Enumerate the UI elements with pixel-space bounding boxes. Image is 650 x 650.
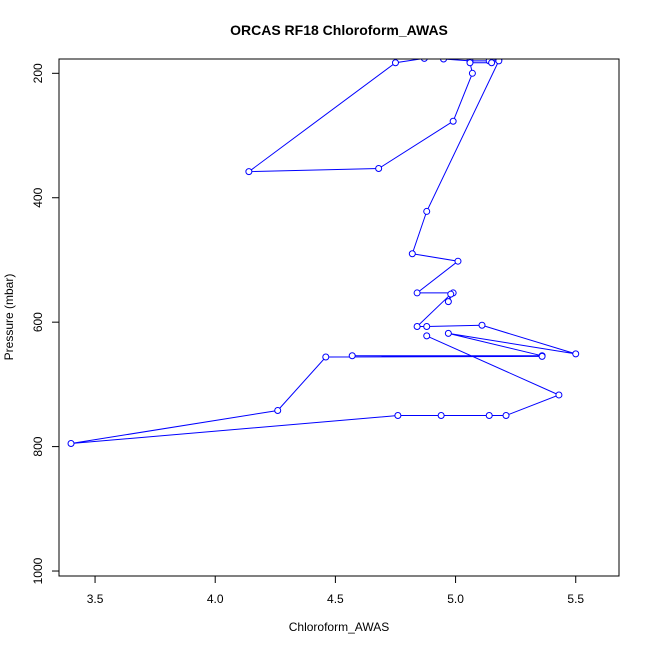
data-point (67, 439, 75, 447)
x-axis: 3.5 4.0 4.5 5.0 5.5 (87, 576, 584, 606)
data-point (478, 321, 486, 329)
data-point (423, 323, 431, 331)
data-point (525, 39, 531, 45)
data-point (495, 59, 503, 65)
data-point (413, 323, 421, 331)
y-tick-label: 200 (31, 63, 45, 83)
x-tick-label: 5.0 (447, 592, 464, 606)
data-point (437, 411, 445, 419)
x-tick-label: 4.0 (207, 592, 224, 606)
data-point (274, 407, 282, 415)
data-point (447, 290, 455, 298)
data-point (413, 289, 421, 297)
data-point (375, 164, 383, 172)
y-tick-label: 1000 (31, 557, 45, 584)
data-point (423, 207, 431, 215)
y-tick-label: 800 (31, 436, 45, 456)
x-tick-label: 5.5 (567, 592, 584, 606)
data-point (245, 168, 253, 176)
y-tick-label: 400 (31, 187, 45, 207)
data-point (423, 332, 431, 340)
data-point (322, 353, 330, 361)
x-tick-label: 3.5 (87, 592, 104, 606)
data-point (485, 411, 493, 419)
data-point (391, 59, 399, 67)
plot-frame (58, 58, 620, 577)
data-point (420, 59, 428, 62)
y-axis-label: Pressure (mbar) (2, 274, 16, 361)
data-point (488, 59, 496, 67)
data-point (466, 59, 474, 67)
series-line (70, 59, 576, 444)
x-axis-label: Chloroform_AWAS (289, 620, 389, 634)
x-tick-label: 4.5 (327, 592, 344, 606)
y-tick-label: 600 (31, 312, 45, 332)
y-axis: 200 400 600 800 1000 (31, 63, 59, 584)
data-point (444, 329, 452, 337)
data-point (454, 257, 462, 265)
data-point (444, 298, 452, 306)
data-point (538, 352, 546, 360)
data-point (468, 69, 476, 77)
data-point (348, 352, 356, 360)
data-point (449, 117, 457, 125)
data-point (394, 411, 402, 419)
data-point (408, 250, 416, 258)
series-layer (67, 39, 580, 447)
data-point (555, 391, 563, 399)
chart-title: ORCAS RF18 Chloroform_AWAS (230, 22, 448, 38)
data-point (502, 411, 510, 419)
data-point (572, 350, 580, 358)
data-point (440, 59, 448, 63)
